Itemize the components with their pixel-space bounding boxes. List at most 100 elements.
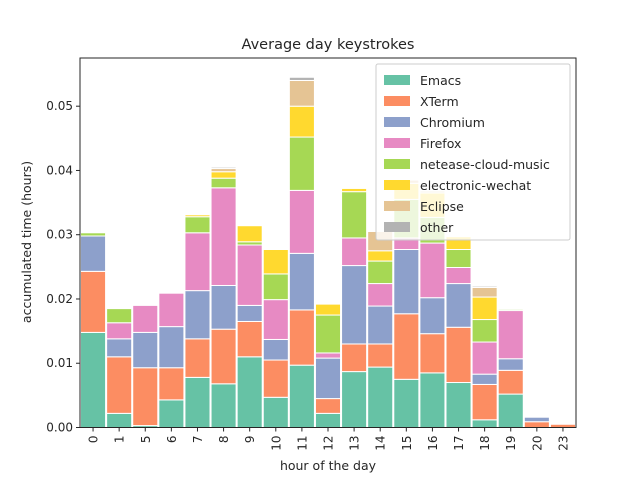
legend-swatch-chromium <box>384 117 410 127</box>
bar-electronic-wechat-hour-13 <box>341 187 368 193</box>
bar-chromium-hour-16 <box>419 297 446 335</box>
bar-chromium-hour-18 <box>471 373 498 385</box>
legend-swatch-xterm <box>384 96 410 106</box>
bar-xterm-hour-15 <box>393 313 420 380</box>
bar-eclipse-hour-11 <box>288 79 315 107</box>
legend-label-xterm: XTerm <box>420 94 459 109</box>
bar-xterm-hour-0 <box>80 270 107 333</box>
legend-swatch-eclipse <box>384 201 410 211</box>
bar-electronic-wechat-hour-14 <box>367 250 394 262</box>
bar-emacs-hour-16 <box>419 372 446 429</box>
bar-firefox-hour-19 <box>497 310 524 360</box>
bar-emacs-hour-10 <box>262 396 289 428</box>
y-tick-label: 0.04 <box>46 163 73 177</box>
legend-swatch-electronic-wechat <box>384 180 410 190</box>
bar-electronic-wechat-hour-10 <box>262 249 289 275</box>
bar-chromium-hour-8 <box>210 284 237 330</box>
bar-xterm-hour-8 <box>210 328 237 385</box>
bar-xterm-hour-5 <box>132 367 159 427</box>
bar-eclipse-hour-18 <box>471 286 498 298</box>
y-tick-label: 0.05 <box>46 99 73 113</box>
chart-title: Average day keystrokes <box>242 37 415 53</box>
bar-firefox-hour-16 <box>419 242 446 299</box>
bar-other-hour-19 <box>497 308 524 310</box>
x-tick-label: 5 <box>139 436 153 444</box>
x-tick-label: 6 <box>165 436 179 444</box>
x-tick-label: 15 <box>400 436 414 451</box>
bar-chromium-hour-15 <box>393 249 420 315</box>
bar-electronic-wechat-hour-9 <box>236 225 263 243</box>
x-tick-label: 0 <box>87 436 101 444</box>
x-tick-label: 23 <box>556 436 570 451</box>
x-axis-label: hour of the day <box>280 458 377 473</box>
bar-emacs-hour-13 <box>341 371 368 428</box>
bar-chromium-hour-17 <box>445 283 472 328</box>
bar-electronic-wechat-hour-11 <box>288 105 315 138</box>
bar-netease-cloud-music-hour-7 <box>184 216 211 234</box>
bar-chromium-hour-14 <box>367 305 394 345</box>
bar-emacs-hour-19 <box>497 393 524 428</box>
x-tick-label: 13 <box>348 436 362 451</box>
bar-emacs-hour-14 <box>367 366 394 428</box>
bar-xterm-hour-6 <box>158 367 185 401</box>
legend-swatch-netease-cloud-music <box>384 159 410 169</box>
bar-netease-cloud-music-hour-0 <box>80 232 107 237</box>
bar-firefox-hour-9 <box>236 244 263 306</box>
bar-emacs-hour-12 <box>314 412 342 428</box>
bar-emacs-hour-8 <box>210 383 237 428</box>
bar-emacs-hour-0 <box>80 331 107 429</box>
bar-xterm-hour-10 <box>262 359 289 398</box>
bar-chromium-hour-9 <box>236 304 263 322</box>
bar-firefox-hour-6 <box>158 292 185 328</box>
bar-xterm-hour-9 <box>236 320 263 358</box>
bar-xterm-hour-19 <box>497 369 524 395</box>
x-tick-label: 16 <box>426 436 440 451</box>
legend-label-chromium: Chromium <box>420 115 485 130</box>
bar-firefox-hour-13 <box>341 237 368 267</box>
bar-chromium-hour-6 <box>158 326 185 369</box>
bar-chromium-hour-19 <box>497 358 524 371</box>
bar-emacs-hour-18 <box>471 419 498 429</box>
x-tick-label: 8 <box>217 436 231 444</box>
bar-netease-cloud-music-hour-10 <box>262 273 289 301</box>
x-tick-label: 1 <box>113 436 127 444</box>
bar-xterm-hour-17 <box>445 326 472 384</box>
bar-netease-cloud-music-hour-17 <box>445 249 472 268</box>
y-tick-label: 0.01 <box>46 356 73 370</box>
bar-xterm-hour-16 <box>419 333 446 374</box>
legend-label-firefox: Firefox <box>420 136 461 151</box>
bar-netease-cloud-music-hour-1 <box>106 308 133 324</box>
bar-xterm-hour-7 <box>184 338 211 378</box>
legend-swatch-emacs <box>384 75 410 85</box>
legend-box <box>375 63 571 241</box>
bar-chromium-hour-10 <box>262 338 289 361</box>
bar-emacs-hour-17 <box>445 382 472 428</box>
legend-swatch-firefox <box>384 138 410 148</box>
bar-firefox-hour-17 <box>445 266 472 285</box>
bar-netease-cloud-music-hour-11 <box>288 136 315 191</box>
bar-emacs-hour-1 <box>106 412 133 428</box>
y-tick-label: 0.03 <box>46 228 73 242</box>
bar-electronic-wechat-hour-12 <box>314 303 342 316</box>
bar-emacs-hour-7 <box>184 376 211 429</box>
bar-netease-cloud-music-hour-18 <box>471 319 498 343</box>
bar-emacs-hour-15 <box>393 378 420 428</box>
bar-chromium-hour-0 <box>80 235 107 272</box>
bar-electronic-wechat-hour-18 <box>471 296 498 321</box>
bar-chromium-hour-7 <box>184 290 211 340</box>
legend-label-netease-cloud-music: netease-cloud-music <box>420 157 550 172</box>
bar-netease-cloud-music-hour-13 <box>341 191 368 239</box>
bar-electronic-wechat-hour-8 <box>210 171 237 179</box>
bar-xterm-hour-13 <box>341 343 368 373</box>
bar-firefox-hour-10 <box>262 299 289 340</box>
bar-chromium-hour-11 <box>288 252 315 311</box>
x-tick-label: 12 <box>322 436 336 451</box>
bar-firefox-hour-5 <box>132 304 159 333</box>
x-tick-label: 14 <box>374 436 388 451</box>
legend-label-emacs: Emacs <box>420 73 461 88</box>
bar-emacs-hour-11 <box>288 364 315 429</box>
bar-firefox-hour-11 <box>288 189 315 254</box>
bar-netease-cloud-music-hour-14 <box>367 260 394 285</box>
bar-other-hour-8 <box>210 166 237 170</box>
